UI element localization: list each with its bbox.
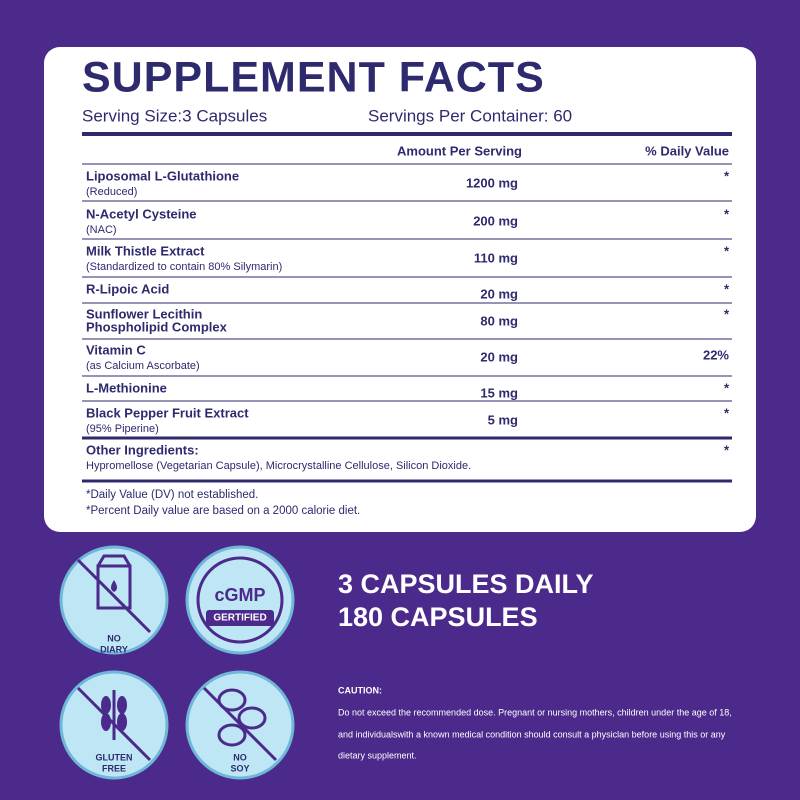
footnote: *Daily Value (DV) not established.: [86, 489, 258, 501]
badge-no-soy: [185, 670, 295, 780]
ingredient-detail: (NAC): [86, 224, 117, 236]
amount: 200 mg: [473, 213, 518, 228]
ingredient-name: N-Acetyl Cysteine: [86, 206, 197, 221]
ingredient-name: Sunflower Lecithin: [86, 306, 202, 321]
servings-per-container: Servings Per Container: 60: [368, 106, 572, 125]
column-header: % Daily Value: [645, 143, 729, 158]
daily-value: *: [724, 281, 730, 296]
dosage: 180 CAPSULES: [338, 602, 538, 632]
badge-gluten-free: [59, 670, 169, 780]
ingredient-name: Phospholipid Complex: [86, 319, 228, 334]
footnote: *Percent Daily value are based on a 2000…: [86, 505, 360, 517]
caution-text: and individualswith a known medical cond…: [338, 729, 726, 739]
daily-value: *: [724, 405, 730, 420]
badge-cgmp: [185, 545, 295, 655]
daily-value: *: [724, 243, 730, 258]
daily-value: *: [724, 206, 730, 221]
serving-size: Serving Size:3 Capsules: [82, 106, 267, 125]
facts-rows: Liposomal L-Glutathione (Reduced) 1200 mg *…: [82, 168, 732, 435]
other-ingredients-text: Hypromellose (Vegetarian Capsule), Micro…: [86, 460, 471, 472]
daily-value: *: [724, 168, 730, 183]
ingredient-name: Liposomal L-Glutathione: [86, 168, 239, 183]
ingredient-name: L-Methionine: [86, 380, 167, 395]
badge-no-dairy: [59, 545, 169, 655]
ingredient-detail: (as Calcium Ascorbate): [86, 360, 200, 372]
ingredient-name: Milk Thistle Extract: [86, 243, 205, 258]
daily-value: *: [724, 306, 730, 321]
ingredient-name: Black Pepper Fruit Extract: [86, 405, 249, 420]
caution-title: CAUTION:: [338, 685, 382, 695]
daily-value: 22%: [703, 347, 729, 362]
amount: 20 mg: [480, 349, 518, 364]
dosage: 3 CAPSULES DAILY: [338, 569, 594, 599]
column-header: Amount Per Serving: [397, 143, 522, 158]
amount: 15 mg: [480, 385, 518, 400]
amount: 110 mg: [474, 250, 518, 265]
badge-label: DIARY: [100, 644, 128, 654]
badge-label: cGMP: [214, 585, 265, 605]
amount: 80 mg: [480, 313, 518, 328]
caution-text: dietary supplement.: [338, 750, 417, 760]
ingredient-name: R-Lipoic Acid: [86, 281, 169, 296]
amount: 5 mg: [488, 412, 518, 427]
badge-label: NO: [107, 633, 121, 643]
amount: 20 mg: [480, 286, 518, 301]
badge-label: SOY: [230, 763, 249, 773]
ingredient-detail: (Reduced): [86, 186, 137, 198]
caution-text: Do not exceed the recommended dose. Preg…: [338, 707, 732, 717]
ingredient-detail: (Standardized to contain 80% Silymarin): [86, 261, 282, 273]
badge-label: GLUTEN: [96, 752, 133, 762]
daily-value: *: [724, 380, 730, 395]
badge-label: FREE: [102, 763, 126, 773]
ingredient-detail: (95% Piperine): [86, 423, 159, 435]
daily-value: *: [724, 442, 730, 457]
ingredient-name: Vitamin C: [86, 342, 146, 357]
other-ingredients-label: Other Ingredients:: [86, 442, 199, 457]
title: SUPPLEMENT FACTS: [82, 53, 545, 101]
amount: 1200 mg: [466, 175, 518, 190]
badge-label: NO: [233, 752, 247, 762]
badge-label: GERTIFIED: [213, 613, 266, 624]
facts-panel: [44, 47, 756, 532]
